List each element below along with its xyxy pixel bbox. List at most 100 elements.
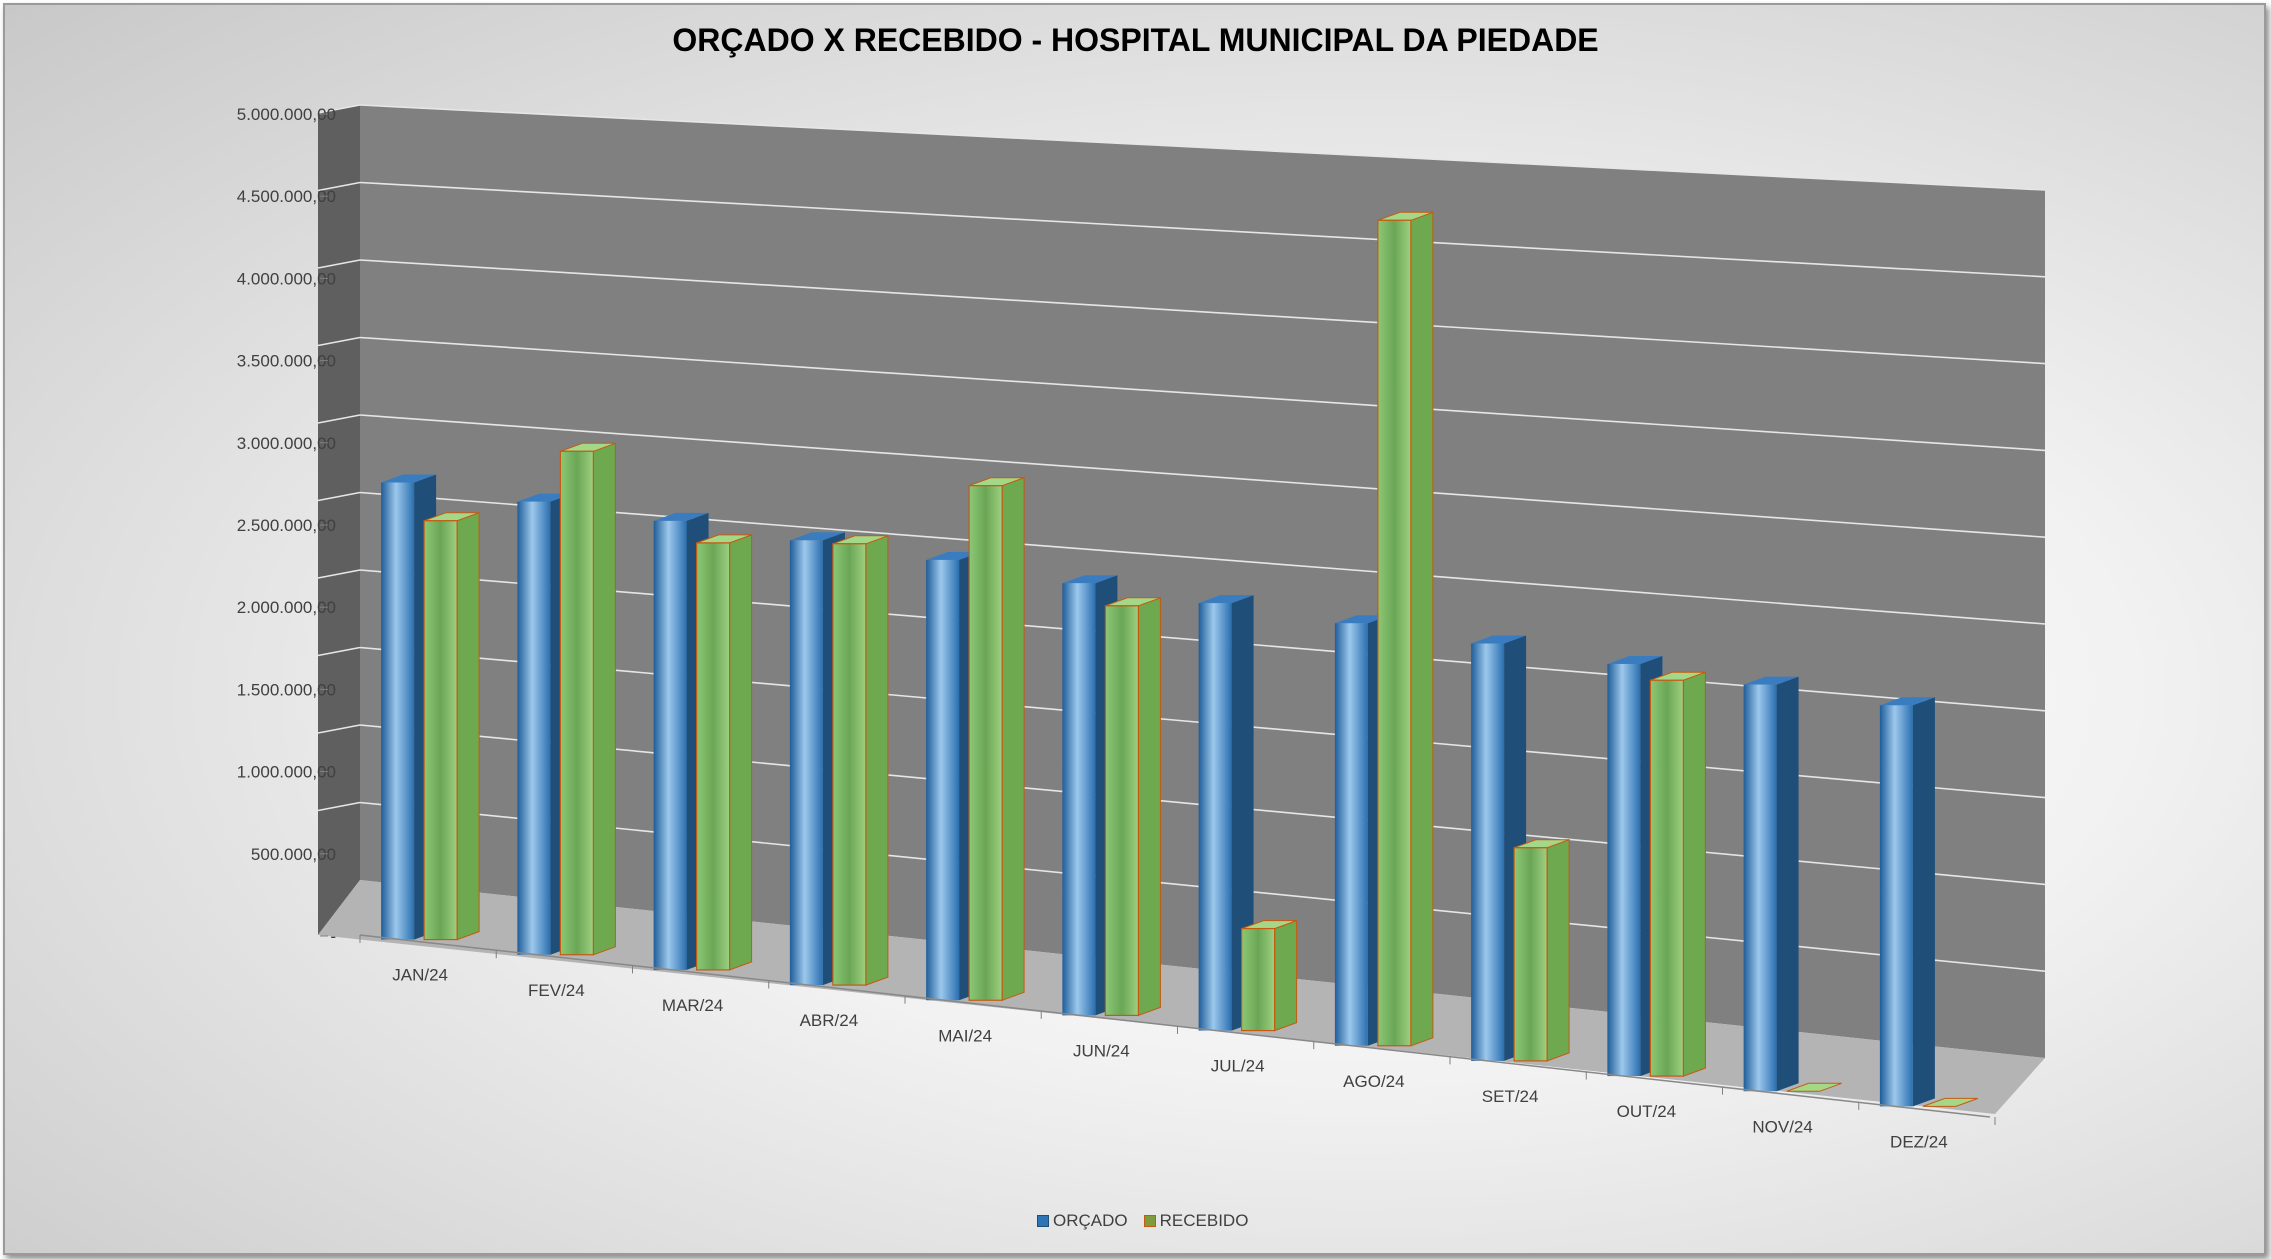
y-tick-label: 4.500.000,00 bbox=[237, 187, 336, 206]
bar-side bbox=[729, 534, 753, 971]
y-tick-label: 4.000.000,00 bbox=[237, 269, 336, 288]
x-axis-line bbox=[359, 934, 1991, 1118]
bar-side bbox=[592, 442, 616, 956]
x-tick-label: JAN/24 bbox=[392, 966, 448, 985]
bar-top bbox=[926, 551, 982, 560]
x-tick-label: AGO/24 bbox=[1343, 1072, 1404, 1091]
bar-recebido-out-24 bbox=[1649, 671, 1706, 1077]
bar-front bbox=[1743, 684, 1777, 1092]
bar-front bbox=[1334, 623, 1368, 1046]
bar-front bbox=[1513, 847, 1548, 1062]
gridline-side bbox=[317, 336, 361, 347]
bar-recebido-mar-24 bbox=[696, 534, 753, 971]
bar-side bbox=[1912, 697, 1935, 1107]
y-tick-label: 1.500.000,00 bbox=[237, 680, 336, 699]
x-tick-label: MAI/24 bbox=[938, 1026, 992, 1045]
gridline bbox=[359, 336, 2046, 452]
bar-recebido-fev-24 bbox=[559, 442, 616, 956]
bar-recebido-mai-24 bbox=[968, 476, 1025, 1002]
bar-recebido-jul-24 bbox=[1241, 919, 1298, 1032]
y-tick-label: 3.500.000,00 bbox=[237, 352, 336, 371]
x-axis: JAN/24 FEV/24 MAR/24 ABR/24 MAI/24 JUN/24 JUL/… bbox=[359, 934, 1996, 1151]
bar-top bbox=[789, 532, 845, 541]
bar-front bbox=[517, 501, 551, 955]
bar-top bbox=[1607, 656, 1663, 664]
bar-zero bbox=[1922, 1097, 1979, 1107]
x-tick-label: NOV/24 bbox=[1752, 1117, 1812, 1136]
y-tick-label: - bbox=[330, 927, 336, 946]
bar-side bbox=[1137, 597, 1161, 1017]
gridline bbox=[359, 491, 2046, 625]
bar-top bbox=[517, 493, 573, 502]
y-tick-label: 2.500.000,00 bbox=[237, 516, 336, 535]
gridline-side bbox=[317, 414, 361, 424]
gridline-side bbox=[317, 491, 361, 502]
gridline-side bbox=[317, 569, 361, 579]
bar-side bbox=[1410, 211, 1434, 1047]
bar-front bbox=[1104, 605, 1139, 1017]
bar-side bbox=[1776, 676, 1799, 1092]
gridline-side bbox=[317, 801, 361, 812]
bar-top bbox=[1743, 676, 1799, 685]
bar-front bbox=[1649, 679, 1684, 1077]
gridline-side bbox=[317, 259, 361, 269]
bar-front bbox=[968, 485, 1003, 1001]
gridline-side bbox=[317, 104, 361, 114]
gridline-side bbox=[317, 646, 361, 657]
gridline bbox=[359, 181, 2046, 278]
legend-item-recebido: RECEBIDO bbox=[1143, 1211, 1249, 1231]
bar-side bbox=[456, 511, 480, 941]
bar-front bbox=[559, 450, 594, 956]
bar-front bbox=[1879, 705, 1913, 1107]
gridline bbox=[359, 259, 2046, 365]
bars bbox=[381, 211, 1979, 1107]
bar-recebido-nov-24 bbox=[1786, 1082, 1842, 1092]
bar-recebido-abr-24 bbox=[832, 535, 889, 986]
bar-top bbox=[1879, 697, 1935, 706]
bar-side bbox=[1231, 595, 1254, 1031]
x-tick-label: ABR/24 bbox=[800, 1011, 859, 1030]
bar-front bbox=[1198, 603, 1232, 1031]
bar-side bbox=[1682, 671, 1706, 1077]
bar-front bbox=[832, 543, 867, 986]
bar-side bbox=[1274, 919, 1298, 1032]
bar-top bbox=[1062, 575, 1118, 584]
bar-front bbox=[1377, 219, 1412, 1047]
bar-front bbox=[381, 482, 415, 940]
gridline-side bbox=[317, 181, 361, 192]
bar-orcado-jul-24 bbox=[1198, 595, 1254, 1031]
y-tick-label: 1.000.000,00 bbox=[237, 763, 336, 782]
bar-side bbox=[1001, 476, 1025, 1002]
bar-front bbox=[789, 540, 823, 986]
bar-recebido-jan-24 bbox=[423, 511, 480, 941]
bar-recebido-set-24 bbox=[1513, 838, 1570, 1062]
legend-swatch-recebido bbox=[1143, 1215, 1156, 1227]
bar-recebido-ago-24 bbox=[1377, 211, 1434, 1047]
y-tick-label: 500.000,00 bbox=[251, 845, 336, 864]
legend-swatch-orcado bbox=[1037, 1215, 1049, 1227]
bar-front bbox=[696, 542, 731, 971]
legend-label-recebido: RECEBIDO bbox=[1159, 1211, 1249, 1230]
bar-front bbox=[653, 520, 687, 970]
bar-zero bbox=[1786, 1082, 1842, 1092]
bar-top bbox=[1334, 615, 1390, 624]
legend-item-orcado: ORÇADO bbox=[1037, 1211, 1128, 1231]
bar-front bbox=[423, 520, 458, 941]
bar-top bbox=[1198, 595, 1254, 604]
bar-front bbox=[926, 559, 960, 1001]
bar-top bbox=[381, 474, 437, 483]
x-tick-label: MAR/24 bbox=[662, 996, 723, 1015]
bar-top bbox=[1471, 635, 1527, 644]
bar-top bbox=[653, 512, 709, 521]
x-tick-label: SET/24 bbox=[1482, 1087, 1539, 1106]
bar-front bbox=[1607, 663, 1641, 1077]
legend-label-orcado: ORÇADO bbox=[1053, 1211, 1128, 1230]
gridline-side bbox=[317, 724, 361, 734]
bar-recebido-jun-24 bbox=[1104, 597, 1161, 1017]
bar-orcado-nov-24 bbox=[1743, 676, 1799, 1092]
y-tick-label: 2.000.000,00 bbox=[237, 598, 336, 617]
bar-front bbox=[1241, 927, 1276, 1032]
y-tick-label: 5.000.000,00 bbox=[237, 105, 336, 124]
x-tick-label: OUT/24 bbox=[1617, 1102, 1677, 1121]
